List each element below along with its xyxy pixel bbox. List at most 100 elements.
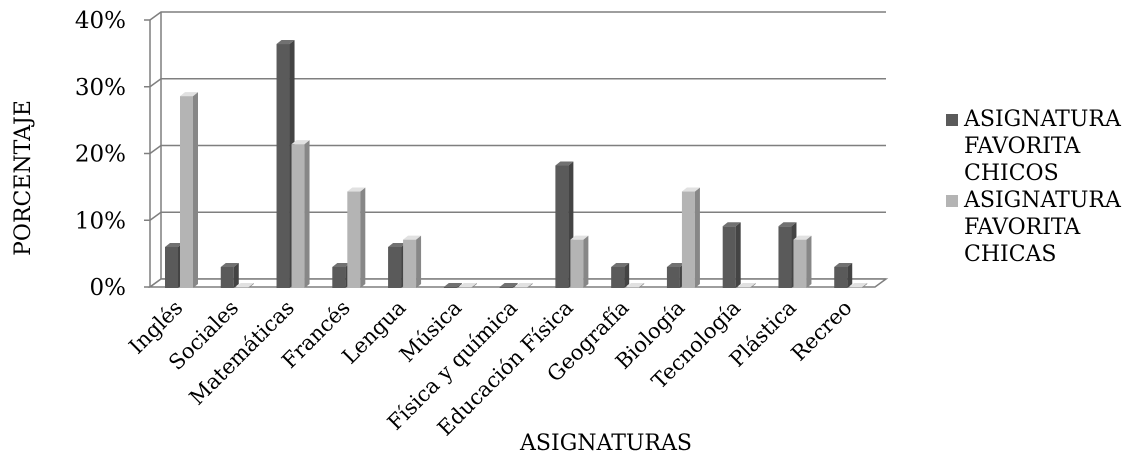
bar-front — [332, 266, 346, 288]
bar-top — [458, 283, 477, 287]
legend-label: ASIGNATURA FAVORITA CHICAS — [963, 188, 1122, 267]
bar-front — [403, 239, 417, 288]
bar-chicos — [666, 262, 685, 288]
bar-side — [471, 283, 477, 288]
bar-front — [458, 287, 472, 288]
y-tick-label: 30% — [75, 75, 126, 101]
bar-chicas — [849, 283, 868, 288]
gridline — [149, 11, 886, 21]
bar-chicas — [403, 235, 422, 288]
bar-side — [512, 283, 518, 288]
bar-top — [235, 283, 254, 287]
bar-front — [443, 287, 457, 288]
bar-side — [456, 283, 462, 288]
y-tick-label: 40% — [75, 8, 126, 34]
bar-chicas — [793, 235, 812, 288]
bar-side — [624, 262, 630, 288]
bar-front — [235, 287, 249, 288]
bar-front — [737, 287, 751, 288]
bar-top — [849, 283, 868, 287]
bar-top — [276, 40, 295, 45]
bar-side — [193, 92, 198, 288]
bar-top — [570, 235, 589, 240]
bar-chicas — [626, 283, 645, 288]
bar-front — [666, 266, 680, 288]
bar-front — [220, 266, 234, 288]
bar-front — [180, 96, 193, 288]
bar-top — [443, 283, 462, 287]
bar-top — [388, 242, 407, 247]
bar-side — [639, 283, 645, 288]
bar-top — [681, 187, 700, 192]
y-tick-label: 0% — [90, 275, 127, 301]
bar-front — [388, 246, 402, 288]
bar-chicos — [834, 262, 853, 288]
bar-front — [347, 191, 361, 288]
bar-front — [681, 191, 695, 288]
bar-front — [555, 165, 569, 288]
bar-top — [514, 283, 533, 287]
gridline — [149, 144, 886, 155]
bar-front — [834, 266, 848, 288]
bar-front — [849, 287, 863, 288]
x-tick-label: Recreo — [787, 296, 857, 366]
bar-top — [220, 262, 239, 267]
bar-front — [276, 44, 290, 288]
y-axis-ticks: 0% 10% 20% 30% 40% — [75, 8, 150, 301]
bar-front — [611, 266, 625, 288]
bar-side — [360, 187, 366, 288]
bar-front — [499, 287, 513, 288]
bar-top — [834, 262, 853, 267]
bar-chicas — [180, 92, 198, 288]
bar-chicos — [220, 262, 239, 288]
bar-top — [555, 161, 574, 166]
bar-chicas — [681, 187, 700, 288]
bar-front — [722, 226, 736, 288]
bar-chicas — [291, 140, 310, 288]
bar-front — [626, 287, 640, 288]
bar-side — [416, 235, 422, 288]
bar-side — [750, 283, 756, 288]
bar-chicos — [722, 222, 741, 288]
bar-top — [626, 283, 645, 287]
legend-swatch — [946, 195, 958, 207]
bar-top — [499, 283, 518, 287]
bar-top — [347, 187, 366, 192]
bar-front — [570, 239, 584, 288]
bar-chicas — [570, 235, 589, 288]
legend-label: ASIGNATURA FAVORITA CHICOS — [963, 107, 1122, 186]
bar-chicos — [443, 283, 462, 288]
x-axis-title: ASIGNATURAS — [519, 431, 692, 456]
bar-front — [793, 239, 807, 288]
bar-top — [332, 262, 351, 267]
bar-top — [737, 283, 756, 287]
bar-side — [304, 140, 310, 288]
bar-top — [180, 92, 198, 97]
bar-chicas — [458, 283, 477, 288]
bar-chicas — [235, 283, 254, 288]
bar-chicas — [514, 283, 533, 288]
bar-top — [403, 235, 422, 240]
gridline — [149, 211, 886, 221]
chart-grid — [147, 11, 889, 288]
bar-top — [793, 235, 812, 240]
bar-side — [735, 222, 741, 288]
bar-side — [862, 283, 868, 288]
bar-top — [165, 242, 183, 247]
bar-front — [165, 246, 178, 288]
bar-chicos — [499, 283, 518, 288]
bar-side — [527, 283, 533, 288]
bar-series — [165, 40, 868, 288]
bar-top — [291, 140, 310, 145]
gridline — [149, 78, 886, 88]
bar-side — [248, 283, 254, 288]
bar-top — [611, 262, 630, 267]
bar-side — [847, 262, 853, 288]
legend-swatch — [946, 114, 958, 126]
bar-chicas — [347, 187, 366, 288]
y-tick-label: 10% — [75, 208, 126, 234]
bar-top — [722, 222, 741, 227]
bar-top — [778, 222, 797, 227]
